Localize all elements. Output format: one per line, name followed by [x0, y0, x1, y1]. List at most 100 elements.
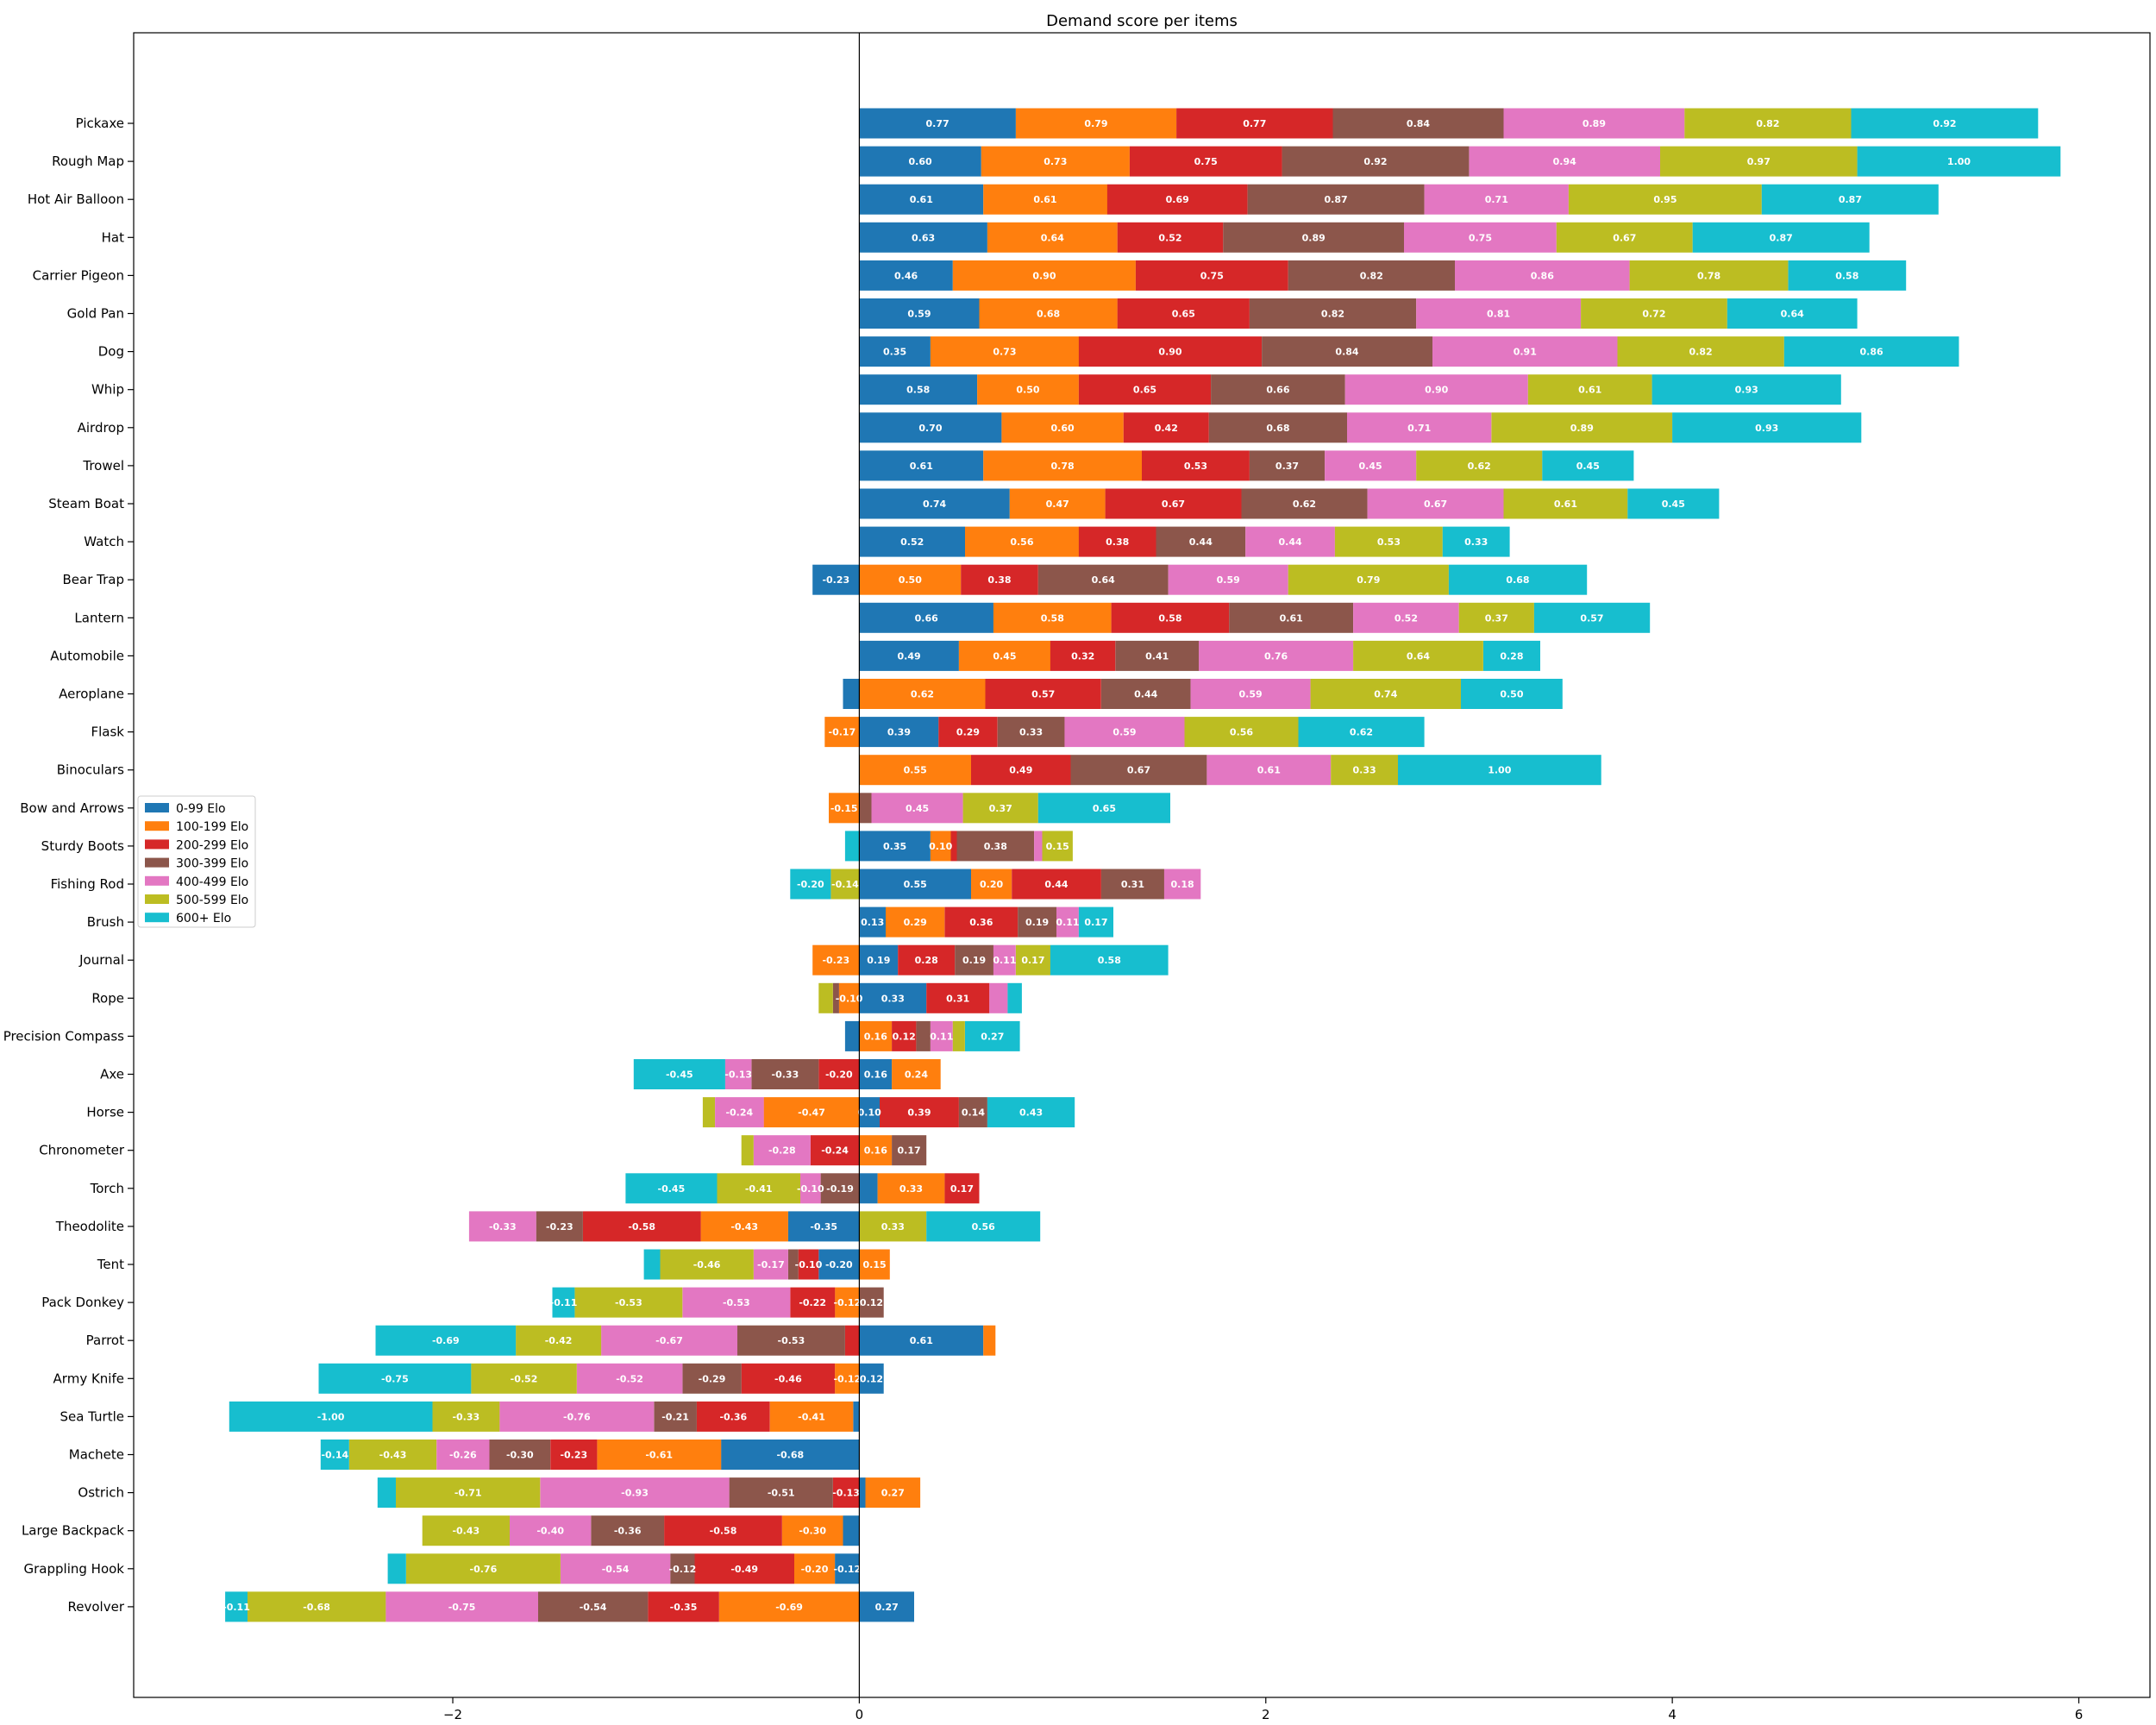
bar-value-label: 0.44	[1189, 536, 1213, 548]
bar-segment	[859, 679, 986, 709]
bar-segment	[574, 1287, 683, 1318]
y-tick-label: Grappling Hook	[24, 1561, 125, 1577]
bar-segment	[724, 1059, 752, 1089]
y-tick-label: Precision Compass	[3, 1028, 124, 1044]
y-tick-label: Rope	[91, 990, 124, 1006]
bar-segment	[422, 1515, 510, 1546]
bar-segment	[843, 679, 860, 709]
y-tick-label: Horse	[86, 1105, 124, 1120]
bar-segment	[1442, 526, 1510, 557]
bar-segment	[1761, 184, 1939, 215]
bar-segment	[1627, 488, 1720, 519]
bar-segment	[1353, 640, 1483, 671]
bar-segment	[1249, 450, 1326, 481]
bar-value-label: 0.38	[1106, 536, 1129, 548]
bar-value-label: 0.11	[1056, 917, 1079, 928]
bar-value-label: -0.75	[448, 1602, 476, 1613]
bar-segment	[865, 1477, 921, 1509]
bar-value-label: 0.61	[1257, 765, 1281, 776]
bar-value-label: 0.45	[1662, 499, 1685, 510]
bar-segment	[516, 1325, 602, 1356]
bar-value-label: 0.81	[1487, 309, 1510, 320]
bar-value-label: 0.55	[904, 879, 927, 890]
bar-value-label: 0.11	[993, 955, 1016, 966]
bar-value-label: -0.28	[768, 1145, 796, 1157]
bar-value-label: 0.77	[926, 118, 950, 129]
bar-value-label: 0.59	[1217, 574, 1240, 586]
bar-segment	[818, 1249, 860, 1280]
bar-labels-layer: 0.77 0.79 0.77 0.84 0.89 0.82 0.92 0.60 0.73 0.75…	[222, 118, 1971, 1613]
bar-segment	[1078, 526, 1156, 557]
legend-entry-label: 0-99 Elo	[176, 802, 226, 816]
bar-segment	[859, 336, 931, 367]
bar-segment	[741, 1363, 836, 1394]
bar-segment	[1783, 336, 1959, 367]
bar-value-label: -1.00	[317, 1411, 345, 1422]
bar-segment	[1142, 450, 1250, 481]
bar-value-label: -0.24	[821, 1145, 849, 1157]
bar-segment	[763, 1097, 860, 1128]
bar-segment	[1416, 450, 1543, 481]
bar-value-label: 0.92	[1933, 118, 1956, 129]
bar-segment	[432, 1401, 500, 1432]
bar-value-label: 0.56	[972, 1221, 995, 1233]
bar-segment	[892, 1059, 941, 1089]
bar-segment	[601, 1325, 737, 1356]
bar-value-label: 0.72	[1642, 309, 1665, 320]
bar-value-label: 0.78	[1051, 461, 1075, 472]
bar-value-label: 0.97	[1747, 156, 1771, 167]
bar-segment	[510, 1515, 592, 1546]
bar-segment	[694, 1553, 794, 1584]
bar-value-label: 0.59	[907, 309, 931, 320]
bar-value-label: 0.67	[1424, 499, 1447, 510]
bars-layer	[225, 108, 2061, 1622]
bar-value-label: 0.29	[904, 917, 927, 928]
bar-value-label: -0.53	[723, 1297, 750, 1308]
y-tick-label: Machete	[69, 1447, 124, 1463]
bar-value-label: 0.53	[1377, 536, 1401, 548]
bar-segment	[769, 1401, 854, 1432]
bar-value-label: 0.87	[1325, 194, 1348, 205]
bar-segment	[1249, 298, 1417, 329]
bar-segment	[1398, 755, 1601, 786]
bar-segment	[781, 1515, 843, 1546]
bar-value-label: -0.12	[833, 1373, 861, 1384]
y-tick-label: Flask	[91, 724, 125, 740]
bar-value-label: -0.43	[452, 1526, 479, 1537]
bar-value-label: 0.52	[1158, 232, 1181, 243]
bar-segment	[853, 1401, 860, 1432]
bar-segment	[1115, 640, 1199, 671]
bar-segment	[1660, 146, 1858, 177]
bar-segment	[829, 793, 860, 824]
bar-value-label: 0.82	[1360, 270, 1383, 281]
bar-segment	[560, 1553, 671, 1584]
bar-segment	[859, 1059, 893, 1089]
bar-segment	[729, 1477, 833, 1509]
bar-segment	[877, 1173, 945, 1204]
bar-segment	[930, 336, 1079, 367]
bar-value-label: -0.33	[452, 1411, 479, 1422]
bar-value-label: -0.45	[666, 1070, 693, 1081]
y-tick-label: Airdrop	[78, 420, 124, 436]
bar-value-label: 0.16	[864, 1031, 887, 1042]
bar-value-label: -0.12	[833, 1564, 861, 1575]
bar-segment	[987, 1097, 1075, 1128]
y-tick-label: Army Knife	[53, 1371, 124, 1386]
y-tick-label: Hot Air Balloon	[28, 191, 124, 207]
bar-value-label: 0.38	[984, 841, 1007, 852]
bar-value-label: 0.91	[1514, 347, 1537, 358]
bar-value-label: -0.23	[822, 955, 849, 966]
bar-segment	[993, 602, 1112, 633]
bar-segment	[700, 1211, 788, 1242]
bar-segment	[1015, 108, 1177, 139]
bar-segment	[1332, 108, 1504, 139]
bar-value-label: 0.28	[1500, 650, 1523, 662]
bar-value-label: 0.57	[1580, 612, 1603, 624]
bar-value-label: 0.58	[1158, 612, 1181, 624]
bar-segment	[1851, 108, 2039, 139]
bar-value-label: 0.74	[1374, 689, 1397, 700]
bar-segment	[859, 906, 886, 938]
bar-value-label: 0.38	[987, 574, 1011, 586]
bar-segment	[962, 793, 1038, 824]
bar-segment	[818, 982, 833, 1013]
